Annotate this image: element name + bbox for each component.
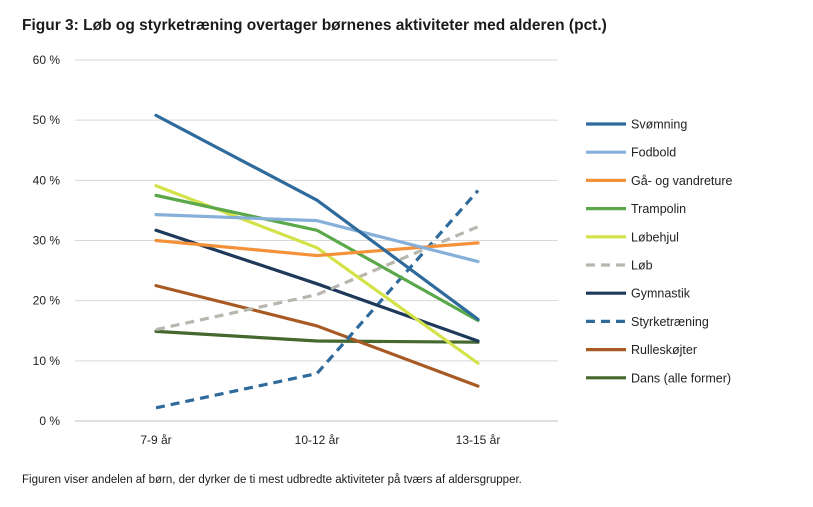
y-tick-label: 0 % — [39, 414, 60, 428]
series-line — [154, 329, 480, 344]
legend-label: Trampolin — [631, 202, 686, 216]
legend-label: Styrketræning — [631, 315, 709, 329]
chart-title: Figur 3: Løb og styrketræning overtager … — [22, 17, 607, 34]
x-tick-label: 7-9 år — [140, 433, 171, 447]
series-line — [154, 284, 480, 388]
legend-label: Gymnastik — [631, 287, 691, 301]
series-line — [154, 213, 480, 264]
y-tick-label: 60 % — [33, 53, 61, 67]
x-tick-label: 10-12 år — [295, 433, 340, 447]
legend: Svømning Fodbold Gå- og vandreture Trampoli… — [586, 118, 732, 385]
legend-label: Gå- og vandreture — [631, 174, 732, 188]
legend-label: Løbehjul — [631, 230, 679, 244]
y-tick-label: 20 % — [33, 294, 61, 308]
series-line — [154, 193, 480, 323]
series-line — [154, 184, 480, 365]
y-tick-label: 40 % — [33, 173, 61, 187]
y-tick-label: 30 % — [33, 234, 61, 248]
legend-label: Løb — [631, 259, 653, 273]
legend-label: Rulleskøjter — [631, 343, 697, 357]
gridlines — [75, 59, 558, 422]
y-axis-tick-labels: 0 % 10 % 20 % 30 % 40 % 50 % 60 % — [33, 53, 61, 428]
legend-label: Svømning — [631, 118, 687, 132]
y-tick-label: 50 % — [33, 113, 61, 127]
series-line — [154, 113, 480, 321]
legend-label: Dans (alle former) — [631, 371, 731, 385]
legend-label: Fodbold — [631, 146, 676, 160]
series-line — [154, 228, 480, 343]
y-tick-label: 10 % — [33, 354, 61, 368]
x-tick-label: 13-15 år — [456, 433, 501, 447]
series-line — [155, 225, 479, 332]
series-lines — [154, 113, 480, 410]
figure-caption: Figuren viser andelen af børn, der dyrke… — [22, 474, 522, 486]
x-axis-tick-labels: 7-9 år 10-12 år 13-15 år — [140, 433, 500, 447]
